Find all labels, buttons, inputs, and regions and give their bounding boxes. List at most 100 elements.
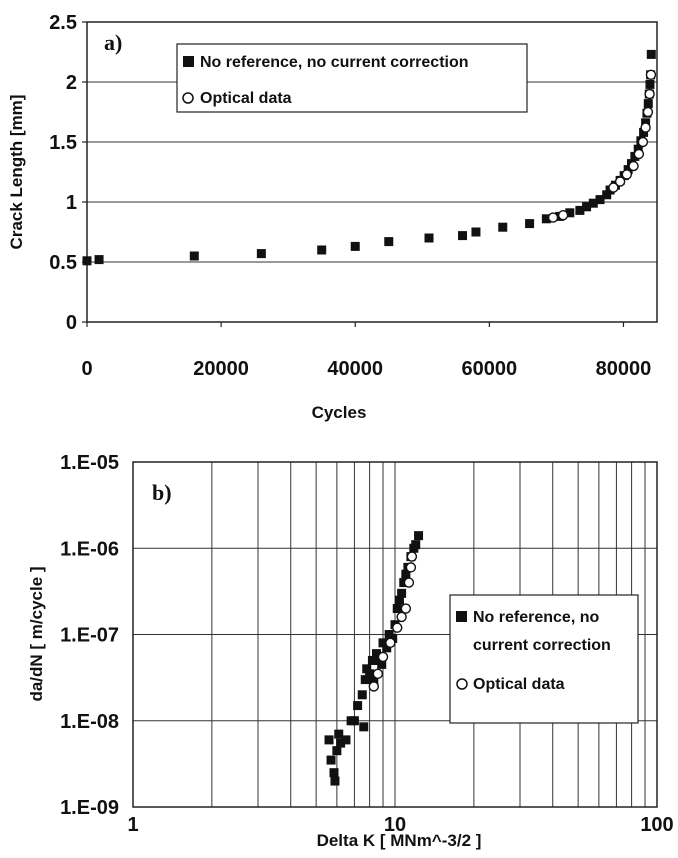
chart-b-legend: No reference, no current correction Opti… (449, 594, 639, 724)
chart-b-point-optical (377, 651, 389, 663)
chart-a-point-optical (547, 212, 559, 223)
chart-a-point-optical (633, 148, 645, 160)
chart-b-point-no-reference (394, 595, 404, 605)
chart-b-x-tick-label: 1 (127, 814, 138, 836)
chart-a-point-no-reference (575, 205, 585, 215)
chart-a-point-no-reference (602, 190, 612, 200)
chart-b-point-no-reference (359, 722, 369, 732)
chart-b-y-tick-label: 1.E-05 (60, 452, 119, 474)
chart-b-point-no-reference (336, 738, 346, 748)
chart-a-x-axis-label: Cycles (312, 403, 367, 422)
chart-a-point-no-reference (498, 222, 508, 232)
chart-b-point-no-reference (377, 659, 387, 669)
chart-a-legend: No reference, no current correction Opti… (176, 43, 528, 113)
chart-a-y-axis-label: Crack Length [mm] (7, 95, 26, 250)
chart-b-point-no-reference (411, 540, 421, 550)
chart-a-y-tick-label: 0.5 (49, 252, 77, 274)
chart-b-y-ticks: 1.E-09 1.E-08 1.E-07 1.E-06 1.E-05 (60, 452, 119, 819)
chart-b-point-no-reference (365, 669, 375, 679)
chart-a-y-tick-label: 2 (66, 72, 77, 94)
chart-a-point-optical (640, 122, 651, 133)
chart-a: 0 0.5 1 1.5 2 2.5 0 20000 40000 60000 80000 a) Cy… (7, 12, 658, 422)
chart-b-panel-label: b) (152, 480, 172, 505)
chart-a-point-no-reference (525, 219, 535, 229)
chart-a-point-no-reference (384, 237, 394, 247)
chart-b-point-no-reference (329, 768, 339, 778)
chart-a-point-optical (645, 69, 657, 81)
chart-b-y-tick-label: 1.E-08 (60, 711, 119, 733)
chart-a-legend-series-2: Optical data (200, 90, 292, 107)
chart-a-point-no-reference (595, 195, 605, 205)
chart-b-point-optical (405, 562, 417, 573)
chart-a-x-tick-label: 20000 (193, 358, 249, 380)
chart-b-x-axis-label: Delta K [ MNm^-3/2 ] (317, 831, 482, 850)
chart-a-point-no-reference (189, 251, 199, 261)
chart-a-point-no-reference (582, 202, 592, 212)
chart-b-point-no-reference (341, 735, 351, 745)
chart-b-x-tick-label: 100 (640, 814, 673, 836)
chart-a-point-no-reference (82, 256, 92, 266)
chart-a-y-ticks: 0 0.5 1 1.5 2 2.5 (49, 12, 87, 334)
chart-b-plot-area (132, 461, 658, 808)
chart-b-y-tick-label: 1.E-09 (60, 797, 119, 819)
chart-a-x-tick-label: 0 (81, 358, 92, 380)
chart-a-point-no-reference (643, 99, 653, 109)
chart-b-x-tick-label: 10 (384, 814, 406, 836)
chart-a-legend-square-marker (183, 56, 194, 67)
chart-b-point-no-reference (330, 776, 340, 786)
chart-b-legend-series-1-line-1: No reference, no (473, 609, 599, 626)
chart-b-point-no-reference (349, 716, 359, 726)
chart-a-point-optical (642, 106, 654, 118)
chart-b-points (324, 531, 424, 786)
chart-a-legend-series-1: No reference, no current correction (200, 54, 469, 71)
chart-b-point-no-reference (369, 675, 379, 685)
chart-a-point-no-reference (639, 127, 649, 137)
chart-b-point-no-reference (332, 746, 342, 756)
chart-a-points (82, 49, 657, 266)
chart-b-point-no-reference (401, 569, 411, 579)
chart-a-x-tick-label: 80000 (596, 358, 652, 380)
chart-b-point-no-reference (326, 755, 336, 765)
chart-a-y-tick-label: 1.5 (49, 132, 77, 154)
chart-a-point-no-reference (471, 227, 481, 237)
chart-a-y-tick-label: 0 (66, 312, 77, 334)
chart-a-x-tick-label: 60000 (462, 358, 518, 380)
chart-a-point-no-reference (317, 245, 327, 255)
chart-b-point-optical (368, 681, 379, 692)
chart-b-point-no-reference (362, 664, 372, 674)
chart-a-point-no-reference (424, 233, 434, 243)
chart-b-point-optical (403, 577, 415, 588)
chart-b-y-tick-label: 1.E-06 (60, 538, 119, 560)
chart-b-y-axis-label: da/dN [ m/cycle ] (27, 566, 46, 701)
chart-a-point-optical (644, 88, 655, 100)
chart-b-point-no-reference (353, 701, 363, 711)
chart-b-point-optical (400, 603, 412, 614)
chart-b-point-no-reference (372, 649, 382, 659)
chart-a-point-no-reference (645, 79, 655, 89)
chart-b-point-no-reference (360, 675, 370, 685)
chart-b-point-no-reference (382, 643, 392, 653)
chart-b-point-no-reference (414, 531, 424, 541)
chart-a-x-ticks: 0 20000 40000 60000 80000 (81, 322, 651, 380)
chart-b-legend-series-2: Optical data (473, 676, 565, 693)
chart-a-point-no-reference (565, 208, 575, 218)
chart-a-point-no-reference (541, 214, 551, 224)
chart-b-point-no-reference (367, 655, 377, 665)
chart-a-point-no-reference (646, 49, 656, 59)
chart-b-legend-series-1-line-2: current correction (473, 637, 611, 654)
chart-a-y-tick-label: 1 (66, 192, 77, 214)
chart-a-point-optical (614, 176, 626, 187)
chart-b-point-no-reference (324, 735, 334, 745)
chart-b-point-no-reference (357, 690, 367, 700)
chart-b-point-optical (392, 622, 403, 633)
chart-b-point-no-reference (392, 604, 402, 614)
chart-a-legend-box (176, 43, 528, 113)
chart-a-point-no-reference (94, 255, 104, 265)
chart-b-point-optical (372, 668, 384, 680)
chart-a-point-optical (608, 182, 619, 193)
chart-a-point-no-reference (588, 198, 598, 208)
chart-a-point-optical (637, 136, 649, 148)
chart-b-point-no-reference (397, 588, 407, 598)
chart-b-point-optical (396, 611, 407, 623)
chart-a-plot-area (86, 21, 658, 323)
